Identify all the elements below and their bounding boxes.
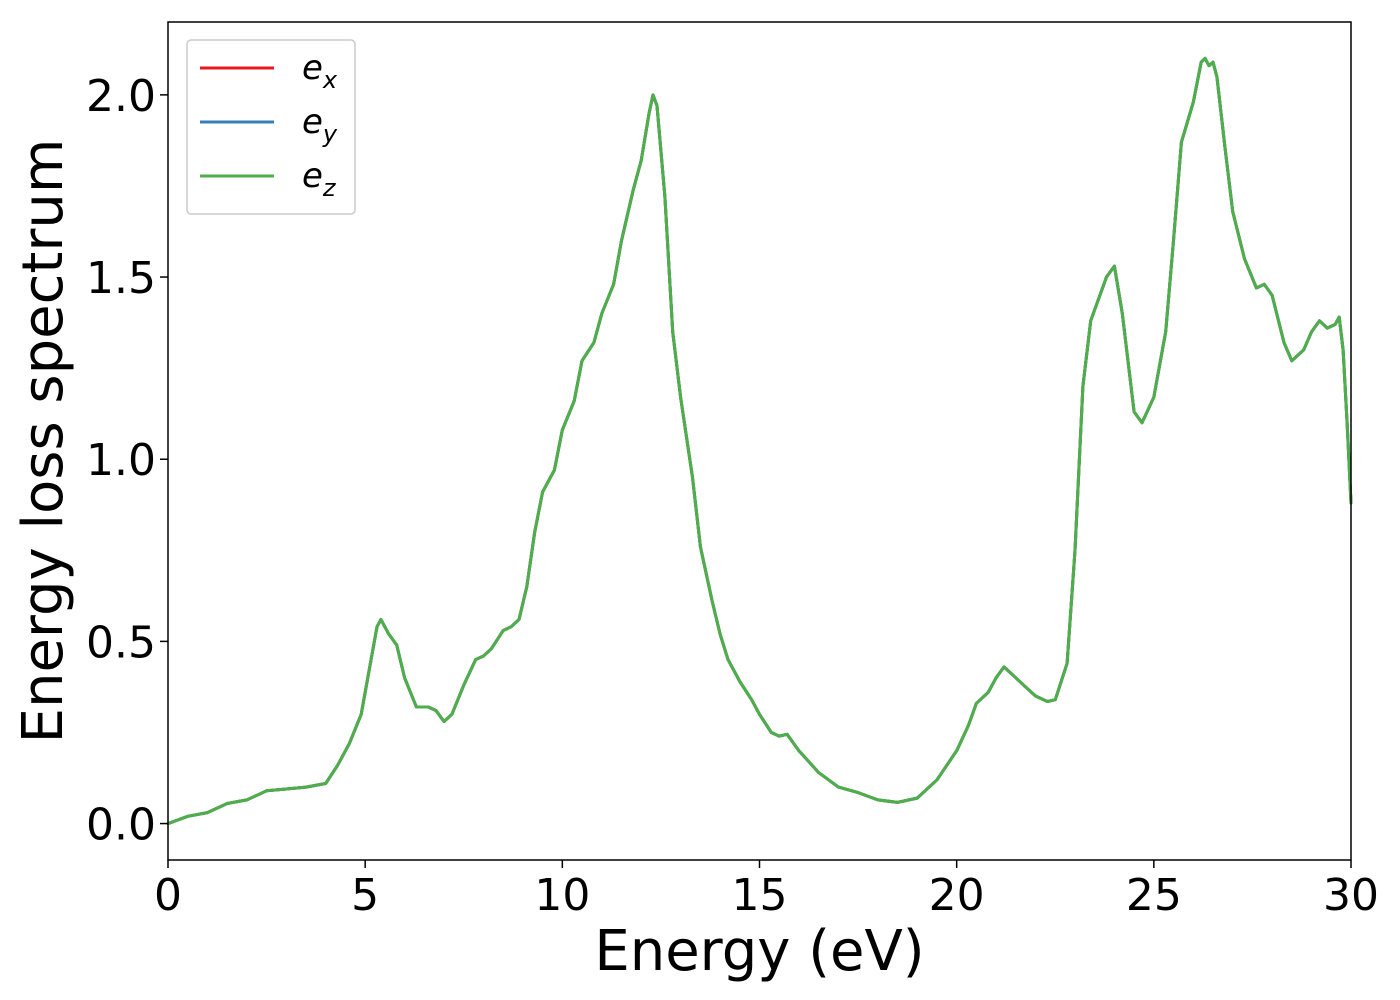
y-tick-label: 1.5 (86, 253, 156, 304)
legend-label-x: ex (302, 48, 338, 94)
y-tick-label: 1.0 (86, 435, 156, 486)
series-line-z (166, 56, 1353, 826)
x-tick-label: 5 (351, 870, 379, 921)
x-tick-label: 15 (732, 870, 788, 921)
y-axis-title: Energy loss spectrum (11, 139, 76, 744)
legend-frame (186, 39, 356, 215)
legend-label-z: ez (302, 156, 337, 202)
series-layer (166, 56, 1353, 826)
x-tick-label: 10 (534, 870, 590, 921)
x-tick-label: 25 (1126, 870, 1182, 921)
x-tick-label: 0 (154, 870, 182, 921)
y-tick-label: 2.0 (86, 71, 156, 122)
x-axis-ticks: 0 5 10 15 20 25 30 (154, 860, 1379, 921)
legend: ex ey ez (186, 39, 356, 215)
y-axis-ticks: 0.0 0.5 1.0 1.5 2.0 (86, 71, 168, 851)
y-tick-label: 0.5 (86, 617, 156, 668)
x-axis-title: Energy (eV) (594, 919, 924, 984)
x-tick-label: 20 (929, 870, 985, 921)
x-tick-label: 30 (1323, 870, 1379, 921)
legend-label-y: ey (302, 102, 338, 148)
y-tick-label: 0.0 (86, 800, 156, 851)
